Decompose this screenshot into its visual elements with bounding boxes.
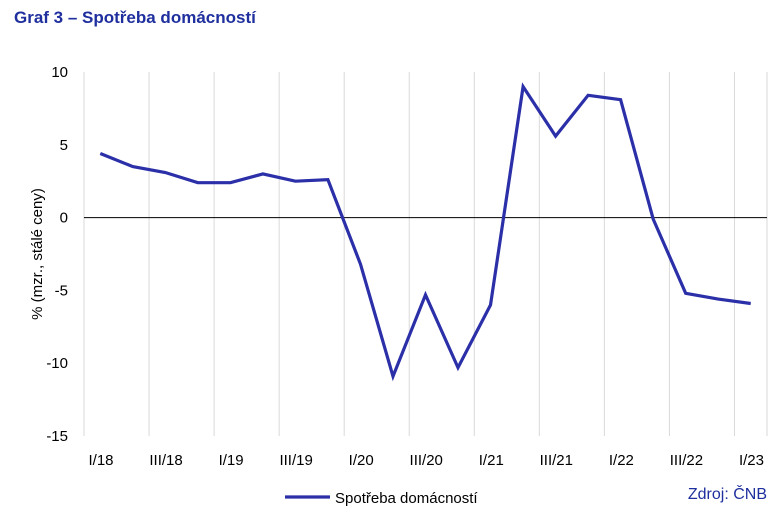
y-tick-label: 0	[60, 210, 68, 227]
x-tick-label: I/20	[349, 452, 374, 469]
x-tick-label: I/18	[88, 452, 113, 469]
chart-title: Graf 3 – Spotřeba domácností	[14, 8, 256, 27]
x-tick-label: III/20	[410, 452, 443, 469]
legend-label: Spotřeba domácností	[335, 490, 478, 507]
x-tick-label: III/19	[279, 452, 312, 469]
y-tick-label: 5	[60, 137, 68, 154]
y-tick-label: 10	[51, 64, 68, 81]
x-tick-label: III/22	[670, 452, 703, 469]
x-tick-label: I/21	[479, 452, 504, 469]
y-tick-label: -15	[46, 428, 68, 445]
x-tick-label: III/21	[540, 452, 573, 469]
source-note: Zdroj: ČNB	[687, 486, 767, 503]
y-tick-label: -5	[55, 282, 68, 299]
y-axis-label: % (mzr., stálé ceny)	[29, 188, 46, 320]
y-tick-label: -10	[46, 355, 68, 372]
x-tick-label: III/18	[149, 452, 182, 469]
series-line	[99, 82, 751, 382]
x-tick-label: I/23	[739, 452, 764, 469]
x-tick-label: I/22	[609, 452, 634, 469]
x-tick-label: I/19	[219, 452, 244, 469]
